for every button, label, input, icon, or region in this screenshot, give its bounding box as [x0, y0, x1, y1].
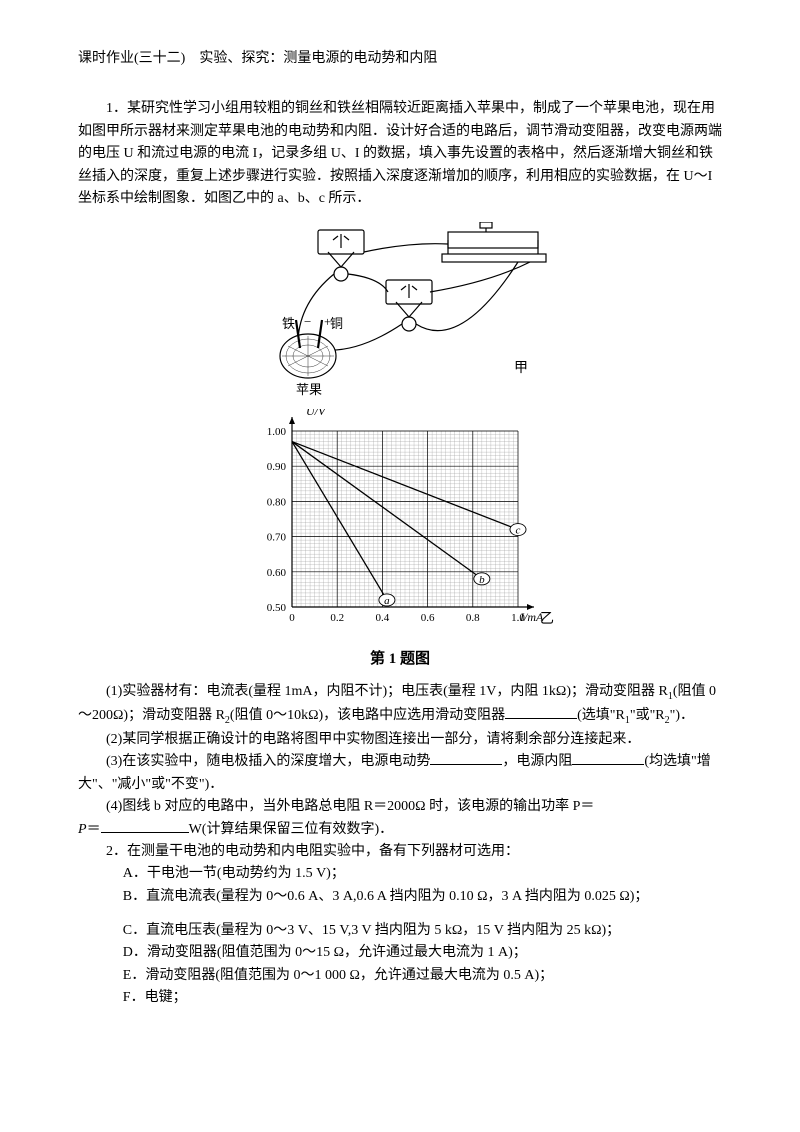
- svg-text:−: −: [304, 314, 311, 329]
- svg-text:0.90: 0.90: [267, 462, 287, 474]
- figure-caption: 第 1 题图: [78, 647, 722, 671]
- q2-opt-a: A．干电池一节(电动势约为 1.5 V)；: [78, 863, 722, 885]
- svg-text:1.00: 1.00: [267, 426, 287, 438]
- q2-opt-d: D．滑动变阻器(阻值范围为 0～15 Ω，允许通过最大电流为 1 A)；: [78, 942, 722, 964]
- q2-opt-c: C．直流电压表(量程为 0～3 V、15 V,3 V 挡内阻为 5 kΩ，15 …: [78, 920, 722, 942]
- q2-opt-e: E．滑动变阻器(阻值范围为 0～1 000 Ω，允许通过最大电流为 0.5 A)…: [78, 965, 722, 987]
- q1-intro: 1．某研究性学习小组用较粗的铜丝和铁丝相隔较近距离插入苹果中，制成了一个苹果电池…: [78, 98, 722, 210]
- svg-text:乙: 乙: [540, 611, 554, 627]
- label-iron: 铁: [282, 316, 295, 331]
- label-jia: 甲: [514, 361, 528, 376]
- svg-text:0.80: 0.80: [267, 497, 287, 509]
- svg-text:0.70: 0.70: [267, 532, 287, 544]
- label-apple: 苹果: [296, 382, 322, 397]
- page-title: 课时作业(三十二) 实验、探究：测量电源的电动势和内阻: [78, 48, 722, 70]
- q1-part3: (3)在该实验中，随电极插入的深度增大，电源电动势，电源内阻(均选填"增大"、"…: [78, 751, 722, 796]
- diagram-graph: 00.20.40.60.81.00.500.600.700.800.901.00…: [78, 409, 722, 639]
- svg-text:0.8: 0.8: [466, 612, 480, 624]
- svg-text:0.50: 0.50: [267, 602, 287, 614]
- q1-part1: (1)实验器材有：电流表(量程 1mA，内阻不计)；电压表(量程 1V，内阻 1…: [78, 681, 722, 729]
- q2-opt-f: F．电键；: [78, 987, 722, 1009]
- svg-text:0: 0: [289, 612, 295, 624]
- svg-text:0.6: 0.6: [421, 612, 435, 624]
- diagram-circuit: 铁 − + 铜 苹果 甲: [78, 222, 722, 397]
- svg-text:0.4: 0.4: [376, 612, 390, 624]
- svg-text:U/V: U/V: [306, 409, 327, 418]
- svg-text:c: c: [516, 525, 521, 537]
- label-copper: 铜: [330, 316, 343, 331]
- svg-text:0.2: 0.2: [330, 612, 344, 624]
- svg-text:a: a: [384, 595, 390, 607]
- svg-text:0.60: 0.60: [267, 567, 287, 579]
- q2-intro: 2．在测量干电池的电动势和内电阻实验中，备有下列器材可选用：: [78, 841, 722, 863]
- q1-part4: (4)图线 b 对应的电路中，当外电路总电阻 R＝2000Ω 时，该电源的输出功…: [78, 796, 722, 841]
- svg-text:b: b: [479, 574, 485, 586]
- q2-opt-b: B．直流电流表(量程为 0～0.6 A、3 A,0.6 A 挡内阻为 0.10 …: [78, 886, 722, 908]
- q1-part2: (2)某同学根据正确设计的电路将图甲中实物图连接出一部分，请将剩余部分连接起来．: [78, 729, 722, 751]
